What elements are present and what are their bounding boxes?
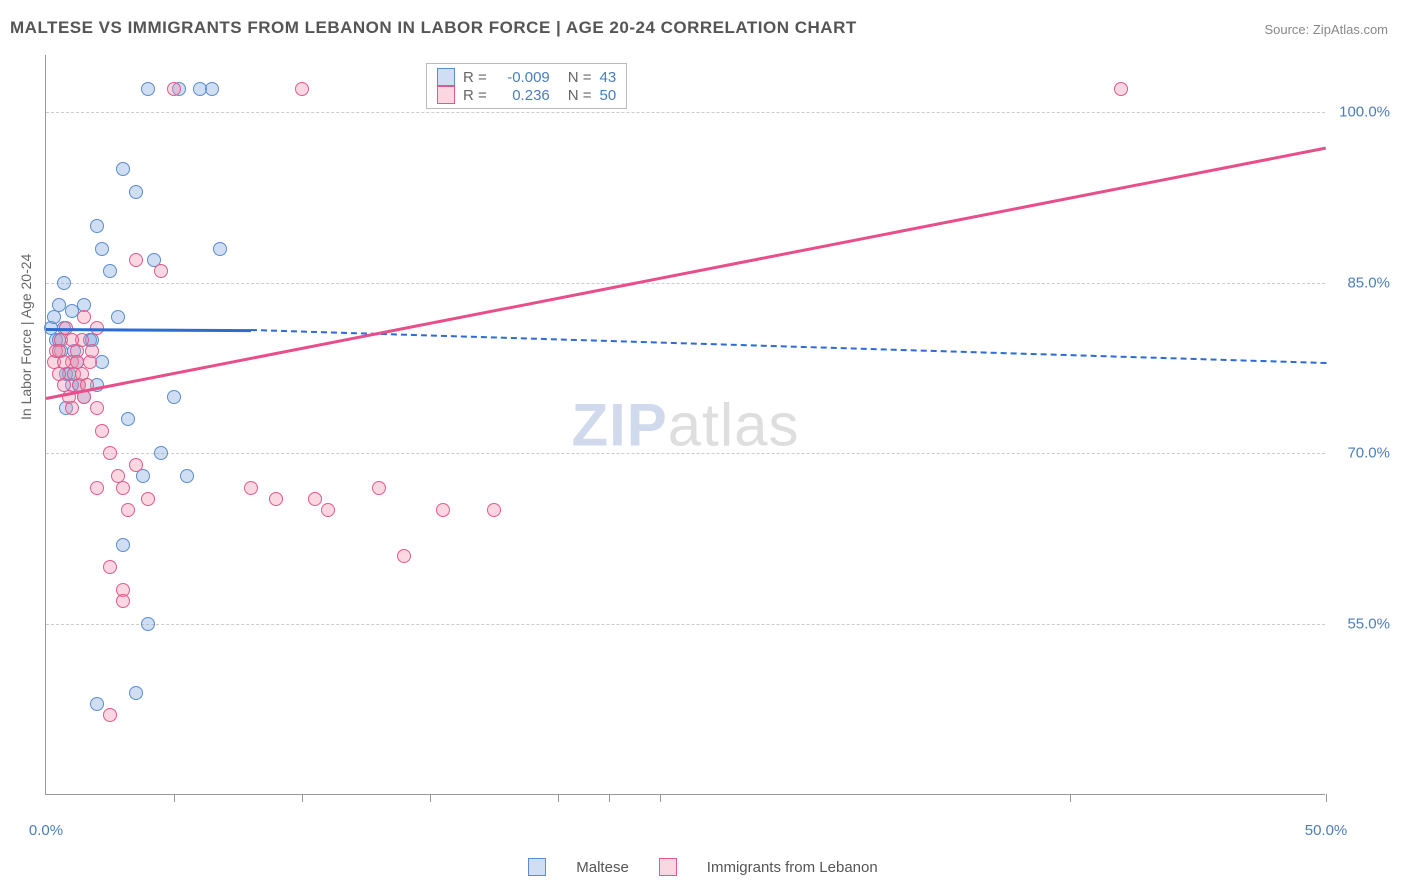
scatter-point: [141, 617, 155, 631]
scatter-point: [154, 264, 168, 278]
x-minor-tick: [558, 794, 559, 802]
scatter-point: [205, 82, 219, 96]
scatter-point: [129, 185, 143, 199]
scatter-point: [85, 344, 99, 358]
y-tick-label: 100.0%: [1339, 103, 1390, 120]
scatter-point: [295, 82, 309, 96]
x-tick-label: 50.0%: [1305, 822, 1348, 839]
scatter-point: [1114, 82, 1128, 96]
legend-correlation: R = -0.009 N = 43 R = 0.236 N = 50: [426, 63, 627, 109]
y-tick-label: 70.0%: [1347, 445, 1390, 462]
scatter-point: [154, 446, 168, 460]
scatter-point: [103, 708, 117, 722]
y-tick-label: 55.0%: [1347, 616, 1390, 633]
legend-label-maltese: Maltese: [576, 859, 629, 876]
legend-bottom: Maltese Immigrants from Lebanon: [0, 858, 1406, 876]
watermark-zip: ZIP: [571, 391, 667, 458]
scatter-point: [77, 310, 91, 324]
scatter-point: [141, 492, 155, 506]
scatter-point: [244, 481, 258, 495]
gridline: [46, 624, 1325, 625]
x-minor-tick: [609, 794, 610, 802]
scatter-point: [321, 503, 335, 517]
scatter-point: [397, 549, 411, 563]
scatter-point: [372, 481, 386, 495]
x-minor-tick: [174, 794, 175, 802]
n-value-maltese: 43: [600, 69, 617, 86]
gridline: [46, 283, 1325, 284]
watermark: ZIPatlas: [571, 390, 799, 459]
scatter-point: [116, 594, 130, 608]
source-label: Source: ZipAtlas.com: [1264, 22, 1388, 37]
trend-line: [46, 146, 1327, 399]
scatter-point: [116, 162, 130, 176]
scatter-point: [103, 446, 117, 460]
scatter-point: [95, 242, 109, 256]
scatter-point: [129, 458, 143, 472]
legend-label-lebanon: Immigrants from Lebanon: [707, 859, 878, 876]
scatter-point: [141, 82, 155, 96]
scatter-point: [95, 355, 109, 369]
scatter-point: [269, 492, 283, 506]
trend-line: [46, 328, 251, 332]
n-label: N =: [568, 87, 592, 104]
scatter-point: [65, 401, 79, 415]
scatter-point: [213, 242, 227, 256]
x-minor-tick: [430, 794, 431, 802]
chart-container: MALTESE VS IMMIGRANTS FROM LEBANON IN LA…: [0, 0, 1406, 892]
trend-line-dashed: [251, 329, 1326, 364]
scatter-point: [65, 333, 79, 347]
scatter-point: [116, 538, 130, 552]
scatter-point: [136, 469, 150, 483]
n-value-lebanon: 50: [600, 87, 617, 104]
y-tick-label: 85.0%: [1347, 274, 1390, 291]
scatter-point: [95, 424, 109, 438]
r-value-lebanon: 0.236: [495, 87, 550, 104]
scatter-point: [103, 264, 117, 278]
scatter-point: [116, 481, 130, 495]
legend-swatch-lebanon: [437, 86, 455, 104]
scatter-point: [180, 469, 194, 483]
scatter-point: [90, 481, 104, 495]
plot-area: ZIPatlas R = -0.009 N = 43 R = 0.236 N =…: [45, 55, 1325, 795]
chart-title: MALTESE VS IMMIGRANTS FROM LEBANON IN LA…: [10, 18, 857, 38]
r-value-maltese: -0.009: [495, 69, 550, 86]
scatter-point: [167, 390, 181, 404]
scatter-point: [90, 219, 104, 233]
scatter-point: [167, 82, 181, 96]
scatter-point: [487, 503, 501, 517]
x-minor-tick: [302, 794, 303, 802]
gridline: [46, 453, 1325, 454]
gridline: [46, 112, 1325, 113]
r-label: R =: [463, 87, 487, 104]
x-minor-tick: [660, 794, 661, 802]
scatter-point: [57, 276, 71, 290]
scatter-point: [111, 310, 125, 324]
y-axis-title: In Labor Force | Age 20-24: [18, 254, 34, 420]
scatter-point: [121, 503, 135, 517]
scatter-point: [308, 492, 322, 506]
n-label: N =: [568, 69, 592, 86]
legend-swatch-maltese: [528, 858, 546, 876]
legend-swatch-lebanon: [659, 858, 677, 876]
scatter-point: [90, 697, 104, 711]
scatter-point: [129, 686, 143, 700]
r-label: R =: [463, 69, 487, 86]
scatter-point: [121, 412, 135, 426]
legend-swatch-maltese: [437, 68, 455, 86]
scatter-point: [436, 503, 450, 517]
legend-row: R = 0.236 N = 50: [437, 86, 616, 104]
scatter-point: [103, 560, 117, 574]
x-minor-tick: [1070, 794, 1071, 802]
x-minor-tick: [1326, 794, 1327, 802]
legend-row: R = -0.009 N = 43: [437, 68, 616, 86]
watermark-atlas: atlas: [668, 391, 800, 458]
scatter-point: [90, 401, 104, 415]
scatter-point: [129, 253, 143, 267]
x-tick-label: 0.0%: [29, 822, 63, 839]
